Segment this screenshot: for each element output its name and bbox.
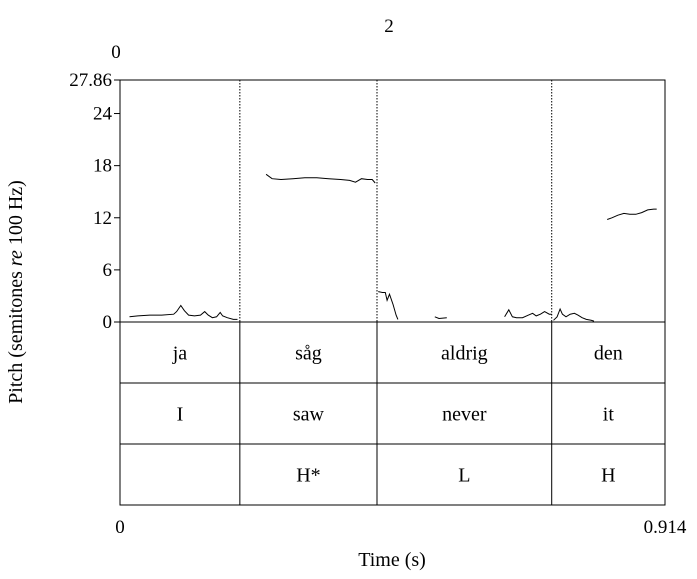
pitch-segment <box>129 304 238 320</box>
tier-words-cell: såg <box>295 343 322 365</box>
tier-gloss-cell: it <box>603 404 615 426</box>
tier-tones-cell: L <box>458 465 470 487</box>
pitch-segment <box>434 316 447 320</box>
tier-words-cell: den <box>594 343 623 365</box>
y-tick-label: 6 <box>103 260 113 281</box>
y-tick-label: 18 <box>93 156 112 177</box>
y-tick-label: 0 <box>103 312 113 333</box>
pitch-contour <box>129 173 657 322</box>
tier-tones-cell: H* <box>296 465 320 487</box>
y-tick-label: 27.86 <box>69 70 112 91</box>
x-tick-max: 0.914 <box>644 517 687 538</box>
plot-border <box>119 79 666 506</box>
tier-tones-cell: H <box>601 465 615 487</box>
tier-gloss-cell: never <box>442 404 487 426</box>
tier-gloss-cell: I <box>177 404 184 426</box>
top-axis-label: 0 <box>111 42 121 63</box>
y-axis-title-part: re <box>5 250 27 266</box>
y-tick-label: 24 <box>93 104 113 125</box>
pitch-segment <box>265 173 376 184</box>
tier-gloss-cell: saw <box>293 404 325 426</box>
x-axis: 0 0.914 Time (s) <box>115 517 687 571</box>
x-tick-min: 0 <box>115 517 125 538</box>
y-axis-title: Pitch (semitones re 100 Hz) <box>5 180 27 404</box>
tier-words-cell: ja <box>172 343 188 365</box>
pitch-segment <box>504 308 552 319</box>
pitch-segment <box>378 291 399 320</box>
annotation-tiers: ja såg aldrig den I saw never it H* L H <box>120 321 665 487</box>
pitch-segment <box>607 208 657 220</box>
x-axis-title: Time (s) <box>358 549 426 571</box>
plot-frame <box>119 79 666 506</box>
y-axis-title-part: 100 Hz) <box>5 180 27 250</box>
y-axis-title-part: Pitch (semitones <box>5 266 27 404</box>
y-axis: 0 6 12 18 24 27.86 <box>69 70 120 333</box>
y-tick-label: 12 <box>93 208 112 229</box>
pitch-segment <box>553 307 595 322</box>
chart-title: 2 <box>384 16 394 37</box>
tier-words-cell: aldrig <box>441 343 488 365</box>
word-boundaries <box>239 80 553 505</box>
